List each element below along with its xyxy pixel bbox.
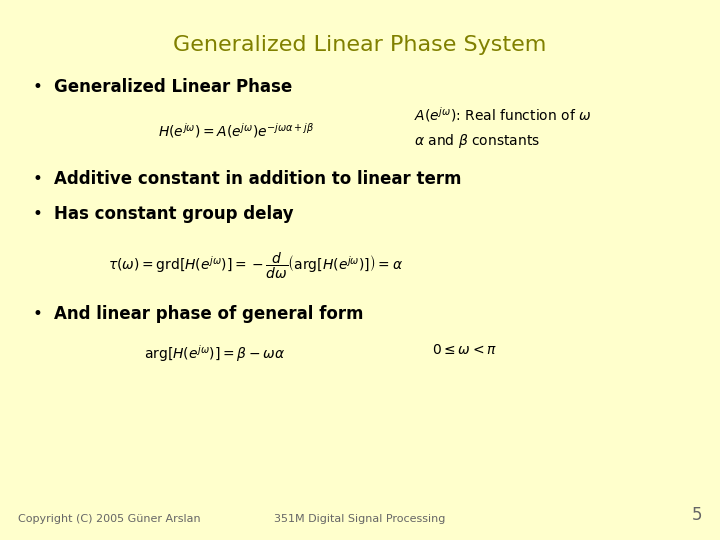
Text: Additive constant in addition to linear term: Additive constant in addition to linear …	[54, 170, 462, 188]
Text: Generalized Linear Phase: Generalized Linear Phase	[54, 78, 292, 96]
Text: $\alpha$ and $\beta$ constants: $\alpha$ and $\beta$ constants	[414, 132, 540, 150]
Text: Copyright (C) 2005 Güner Arslan: Copyright (C) 2005 Güner Arslan	[18, 514, 201, 524]
Text: 5: 5	[691, 506, 702, 524]
Text: And linear phase of general form: And linear phase of general form	[54, 305, 364, 323]
Text: $H(e^{j\omega})= A(e^{j\omega})e^{-j\omega\alpha+j\beta}$: $H(e^{j\omega})= A(e^{j\omega})e^{-j\ome…	[158, 122, 315, 140]
Text: $\mathrm{arg}\left[H(e^{j\omega})\right]= \beta - \omega\alpha$: $\mathrm{arg}\left[H(e^{j\omega})\right]…	[144, 343, 285, 364]
Text: •: •	[32, 78, 42, 96]
Text: $\tau(\omega)= \mathrm{grd}\left[H(e^{j\omega})\right]= -\dfrac{d}{d\omega}\left: $\tau(\omega)= \mathrm{grd}\left[H(e^{j\…	[108, 251, 403, 281]
Text: Generalized Linear Phase System: Generalized Linear Phase System	[174, 35, 546, 55]
Text: $0 \leq \omega < \pi$: $0 \leq \omega < \pi$	[432, 343, 497, 357]
Text: $A(e^{j\omega})$: Real function of $\omega$: $A(e^{j\omega})$: Real function of $\ome…	[414, 105, 591, 124]
Text: •: •	[32, 305, 42, 323]
Text: 351M Digital Signal Processing: 351M Digital Signal Processing	[274, 514, 446, 524]
Text: Has constant group delay: Has constant group delay	[54, 205, 294, 223]
Text: •: •	[32, 205, 42, 223]
Text: •: •	[32, 170, 42, 188]
